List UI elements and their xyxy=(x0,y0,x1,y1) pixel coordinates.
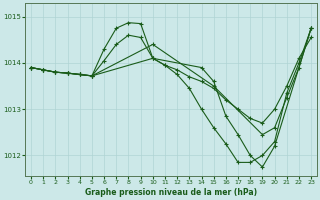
X-axis label: Graphe pression niveau de la mer (hPa): Graphe pression niveau de la mer (hPa) xyxy=(85,188,257,197)
